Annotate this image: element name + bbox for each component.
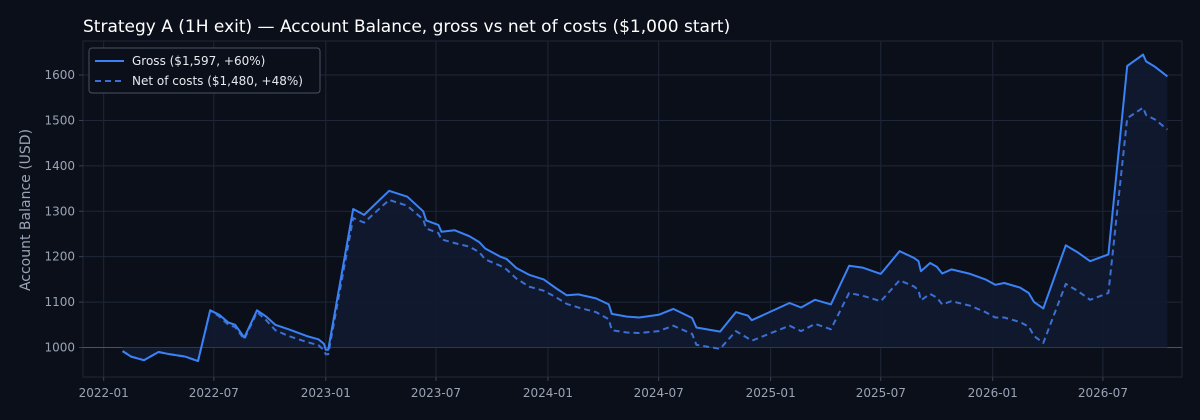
y-tick-label: 1600 [44, 68, 75, 82]
x-tick-label: 2023-07 [411, 386, 461, 400]
series-net-line [122, 106, 1169, 363]
x-tick-label: 2023-01 [301, 386, 351, 400]
x-tick-label: 2022-01 [79, 386, 129, 400]
legend: Gross ($1,597, +60%) Net of costs ($1,48… [88, 47, 321, 94]
chart-title: Strategy A (1H exit) — Account Balance, … [83, 17, 730, 37]
series-gross-line [122, 53, 1169, 363]
y-tick-label: 1400 [44, 159, 75, 173]
x-tick-label: 2025-07 [856, 386, 906, 400]
x-tick-label: 2026-01 [968, 386, 1018, 400]
gross-area-fill [122, 54, 1168, 362]
x-tick-label: 2024-07 [634, 386, 684, 400]
x-tick-label: 2025-01 [746, 386, 796, 400]
y-tick-label: 1200 [44, 250, 75, 264]
y-tick-label: 1500 [44, 113, 75, 127]
legend-box [88, 47, 321, 94]
x-tick-label: 2026-07 [1078, 386, 1128, 400]
axis-layer: 1000 1100 1200 1300 1400 1500 1600 2022-01 2022-… [44, 68, 1128, 400]
plot-frame [82, 40, 1183, 378]
y-tick-label: 1300 [44, 204, 75, 218]
x-tick-label: 2022-07 [189, 386, 239, 400]
fill-layer [122, 54, 1168, 362]
x-tick-label: 2024-01 [523, 386, 573, 400]
legend-net-label: Net of costs ($1,480, +48%) [132, 74, 303, 88]
y-axis-label: Account Balance (USD) [18, 129, 34, 291]
y-tick-label: 1000 [44, 340, 75, 354]
series-layer [122, 53, 1169, 363]
y-tick-label: 1100 [44, 295, 75, 309]
legend-gross-label: Gross ($1,597, +60%) [132, 54, 265, 68]
